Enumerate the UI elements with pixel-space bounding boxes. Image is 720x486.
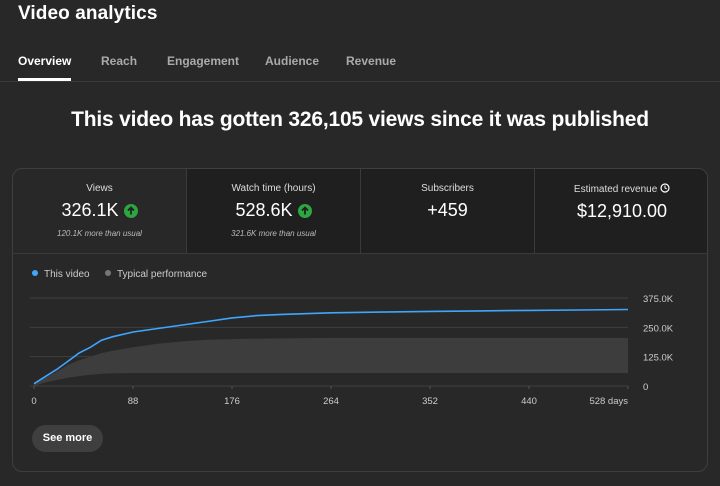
tab[interactable]: Engagement xyxy=(167,54,240,68)
y-tick-label: 0 xyxy=(643,382,648,393)
metric-note: 321.6K more than usual xyxy=(231,229,316,238)
metric-label-row: Estimated revenue xyxy=(535,183,707,195)
legend-label: This video xyxy=(44,269,90,280)
tab-bar: Overview Reach Engagement Audience Reven… xyxy=(0,54,720,82)
y-tick-label: 375.0K xyxy=(643,294,674,305)
metric-label: Views xyxy=(86,183,113,194)
metric-label: Estimated revenue xyxy=(573,184,658,195)
metric-tile[interactable]: Subscribers +459 xyxy=(361,169,535,254)
metric-value: 528.6K xyxy=(235,200,293,220)
headline: This video has gotten 326,105 views sinc… xyxy=(71,108,649,131)
metric-note: 120.1K more than usual xyxy=(57,229,142,238)
typical-band xyxy=(34,337,628,386)
metric-value: $12,910.00 xyxy=(576,201,668,221)
metric-value-row: 326.1K xyxy=(13,200,186,221)
metric-label: Subscribers xyxy=(421,183,474,194)
metric-tile[interactable]: Watch time (hours) 528.6K 321.6K more th… xyxy=(187,169,361,254)
analytics-card: Views 326.1K 120.1K more than usual Watc… xyxy=(12,168,708,472)
metric-tile[interactable]: Estimated revenue $12,910.00 xyxy=(535,169,707,254)
x-tick-label: 352 xyxy=(422,396,438,407)
x-tick-label: 440 xyxy=(521,396,537,407)
metric-tile[interactable]: Views 326.1K 120.1K more than usual xyxy=(13,169,187,254)
up-icon xyxy=(297,203,312,218)
x-tick-label: 528 days xyxy=(589,396,628,407)
metric-value-row: 528.6K xyxy=(187,200,360,221)
legend-marker xyxy=(32,270,38,276)
tab[interactable]: Overview xyxy=(18,54,72,81)
x-tick-label: 88 xyxy=(128,396,139,407)
tab[interactable]: Reach xyxy=(101,54,138,68)
x-tick-label: 264 xyxy=(323,396,339,407)
see-more-button[interactable]: See more xyxy=(32,425,103,452)
legend-marker xyxy=(105,270,111,276)
y-tick-label: 250.0K xyxy=(643,323,674,334)
views-line xyxy=(33,308,629,385)
y-tick-label: 125.0K xyxy=(643,353,674,364)
metric-value: 326.1K xyxy=(61,200,119,220)
page-title: Video analytics xyxy=(18,3,158,24)
up-icon xyxy=(123,203,138,218)
x-tick-label: 176 xyxy=(224,396,240,407)
tab[interactable]: Revenue xyxy=(346,54,397,68)
metric-label: Watch time (hours) xyxy=(231,183,316,194)
legend-label: Typical performance xyxy=(117,269,207,280)
metric-value: +459 xyxy=(427,200,468,220)
tab[interactable]: Audience xyxy=(265,54,320,68)
x-tick-label: 0 xyxy=(31,396,36,407)
clock-icon xyxy=(660,183,670,193)
